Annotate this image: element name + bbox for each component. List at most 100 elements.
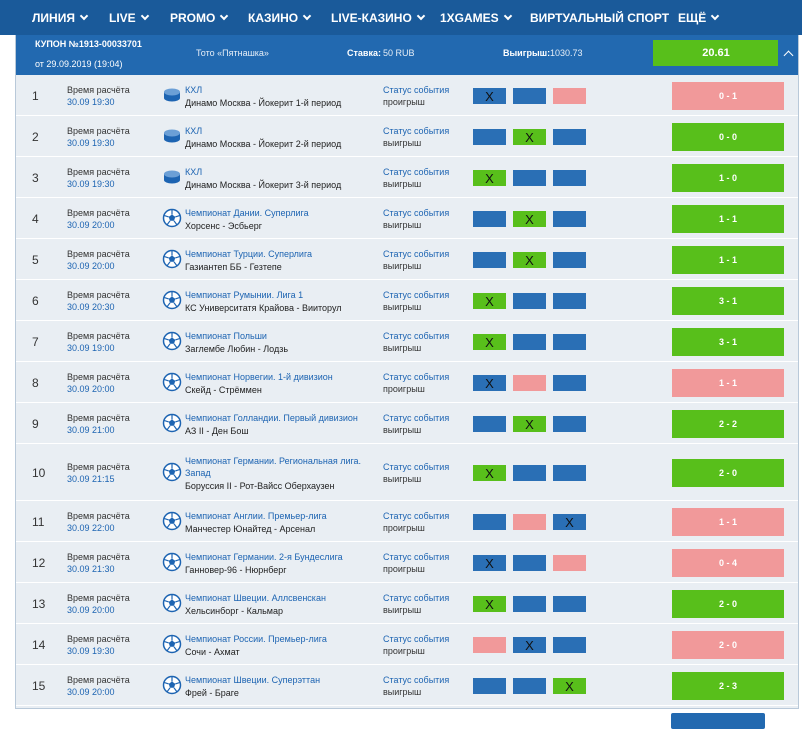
calc-time-date: 30.09 22:00 bbox=[67, 523, 115, 533]
league-link[interactable]: КХЛ bbox=[185, 167, 203, 177]
chevron-up-icon bbox=[783, 50, 793, 60]
calc-time-date: 30.09 19:00 bbox=[67, 343, 115, 353]
outcome-cell-1: X bbox=[473, 293, 506, 309]
league-link[interactable]: Чемпионат Швеции. Аллсвенскан bbox=[185, 593, 326, 603]
event-status: Статус события выигрыш bbox=[383, 248, 449, 272]
calc-time-label: Время расчёта bbox=[67, 462, 130, 472]
calc-time: Время расчёта 30.09 20:00 bbox=[67, 592, 130, 616]
nav-item-2[interactable]: PROMO bbox=[170, 0, 229, 35]
nav-item-7[interactable]: ЕЩЁ bbox=[678, 0, 720, 35]
league-link[interactable]: Чемпионат Дании. Суперлига bbox=[185, 208, 309, 218]
chevron-down-icon bbox=[711, 11, 720, 20]
table-row: 15 Время расчёта 30.09 20:00 Чемпионат Шв… bbox=[16, 665, 798, 706]
status-value: проигрыш bbox=[383, 564, 425, 574]
event-status: Статус события выигрыш bbox=[383, 125, 449, 149]
coupon-panel: КУПОН №1913-00033701 от 29.09.2019 (19:0… bbox=[15, 35, 799, 709]
league-link[interactable]: КХЛ bbox=[185, 126, 203, 136]
nav-item-3[interactable]: КАЗИНО bbox=[248, 0, 312, 35]
coupon-number: КУПОН №1913-00033701 bbox=[35, 39, 142, 49]
chevron-down-icon bbox=[220, 11, 229, 20]
league-link[interactable]: Чемпионат Англии. Премьер-лига bbox=[185, 511, 327, 521]
league-link[interactable]: КХЛ bbox=[185, 85, 203, 95]
nav-item-label: 1XGAMES bbox=[440, 10, 499, 25]
table-row: 11 Время расчёта 30.09 22:00 Чемпионат Ан… bbox=[16, 501, 798, 542]
scroll-button[interactable] bbox=[671, 713, 765, 729]
nav-item-5[interactable]: 1XGAMES bbox=[440, 0, 512, 35]
league-link[interactable]: Чемпионат Польши bbox=[185, 331, 267, 341]
outcome-cell-2 bbox=[513, 293, 546, 309]
calc-time-date: 30.09 21:30 bbox=[67, 564, 115, 574]
calc-time-date: 30.09 20:00 bbox=[67, 384, 115, 394]
outcome-cell-1: X bbox=[473, 334, 506, 350]
nav-item-1[interactable]: LIVE bbox=[109, 0, 149, 35]
teams: Манчестер Юнайтед - Арсенал bbox=[185, 524, 316, 534]
calc-time: Время расчёта 30.09 19:30 bbox=[67, 84, 130, 108]
status-value: проигрыш bbox=[383, 97, 425, 107]
teams: Фрей - Браге bbox=[185, 688, 239, 698]
outcome-cell-3 bbox=[553, 375, 586, 391]
calc-time: Время расчёта 30.09 21:30 bbox=[67, 551, 130, 575]
outcome-cell-2 bbox=[513, 596, 546, 612]
league-link[interactable]: Чемпионат Норвегии. 1-й дивизион bbox=[185, 372, 333, 382]
row-number: 2 bbox=[32, 130, 39, 144]
outcome-cell-2: X bbox=[513, 416, 546, 432]
table-row: 14 Время расчёта 30.09 19:30 Чемпионат Ро… bbox=[16, 624, 798, 665]
status-label: Статус события bbox=[383, 372, 450, 382]
stake-value: 50 RUB bbox=[383, 48, 415, 58]
row-number: 15 bbox=[32, 679, 46, 693]
outcome-cell-2 bbox=[513, 375, 546, 391]
calc-time-date: 30.09 21:00 bbox=[67, 425, 115, 435]
league-link[interactable]: Чемпионат Германии. Региональная лига. З… bbox=[185, 456, 362, 478]
row-number: 5 bbox=[32, 253, 39, 267]
status-value: выигрыш bbox=[383, 687, 422, 697]
league-link[interactable]: Чемпионат Германии. 2-я Бундеслига bbox=[185, 552, 343, 562]
teams: Боруссия II - Рот-Вайсс Оберхаузен bbox=[185, 481, 335, 491]
collapse-button[interactable] bbox=[778, 38, 798, 68]
outcome-cell-1: X bbox=[473, 465, 506, 481]
event-status: Статус события выигрыш bbox=[383, 289, 449, 313]
nav-item-0[interactable]: ЛИНИЯ bbox=[32, 0, 89, 35]
football-icon bbox=[162, 675, 182, 695]
chevron-down-icon bbox=[302, 11, 312, 20]
status-label: Статус события bbox=[383, 675, 450, 685]
calc-time: Время расчёта 30.09 22:00 bbox=[67, 510, 130, 534]
calc-time: Время расчёта 30.09 19:30 bbox=[67, 633, 130, 657]
event-status: Статус события выигрыш bbox=[383, 461, 449, 485]
table-row: 13 Время расчёта 30.09 20:00 Чемпионат Шв… bbox=[16, 583, 798, 624]
status-value: проигрыш bbox=[383, 646, 425, 656]
event-status: Статус события выигрыш bbox=[383, 166, 449, 190]
nav-item-6[interactable]: ВИРТУАЛЬНЫЙ СПОРТ bbox=[530, 0, 669, 35]
calc-time-date: 30.09 20:00 bbox=[67, 261, 115, 271]
coupon-date: от 29.09.2019 (19:04) bbox=[35, 59, 123, 69]
coupon-header[interactable]: КУПОН №1913-00033701 от 29.09.2019 (19:0… bbox=[16, 35, 798, 75]
calc-time-date: 30.09 19:30 bbox=[67, 97, 115, 107]
league-link[interactable]: Чемпионат России. Премьер-лига bbox=[185, 634, 327, 644]
calc-time-label: Время расчёта bbox=[67, 126, 130, 136]
calc-time-label: Время расчёта bbox=[67, 372, 130, 382]
score-badge: 2 - 0 bbox=[672, 590, 784, 618]
nav-item-label: LIVE bbox=[109, 10, 136, 25]
calc-time-label: Время расчёта bbox=[67, 634, 130, 644]
league-link[interactable]: Чемпионат Швеции. Суперэттан bbox=[185, 675, 321, 685]
teams: Скейд - Стрёммен bbox=[185, 385, 262, 395]
league-link[interactable]: Чемпионат Голландии. Первый дивизион bbox=[185, 413, 358, 423]
nav-item-label: LIVE-КАЗИНО bbox=[331, 10, 412, 25]
outcome-cell-2: X bbox=[513, 211, 546, 227]
outcome-cell-2 bbox=[513, 88, 546, 104]
chevron-down-icon bbox=[79, 11, 89, 20]
calc-time-label: Время расчёта bbox=[67, 249, 130, 259]
teams: Хельсинборг - Кальмар bbox=[185, 606, 283, 616]
football-icon bbox=[162, 413, 182, 433]
calc-time-label: Время расчёта bbox=[67, 331, 130, 341]
league-link[interactable]: Чемпионат Турции. Суперлига bbox=[185, 249, 313, 259]
row-number: 4 bbox=[32, 212, 39, 226]
calc-time-date: 30.09 19:30 bbox=[67, 646, 115, 656]
nav-item-4[interactable]: LIVE-КАЗИНО bbox=[331, 0, 426, 35]
calc-time: Время расчёта 30.09 20:00 bbox=[67, 674, 130, 698]
calc-time-label: Время расчёта bbox=[67, 552, 130, 562]
event-status: Статус события проигрыш bbox=[383, 84, 449, 108]
league-link[interactable]: Чемпионат Румынии. Лига 1 bbox=[185, 290, 304, 300]
status-label: Статус события bbox=[383, 413, 450, 423]
teams: Газиантеп ББ - Гезтепе bbox=[185, 262, 282, 272]
calc-time-label: Время расчёта bbox=[67, 593, 130, 603]
